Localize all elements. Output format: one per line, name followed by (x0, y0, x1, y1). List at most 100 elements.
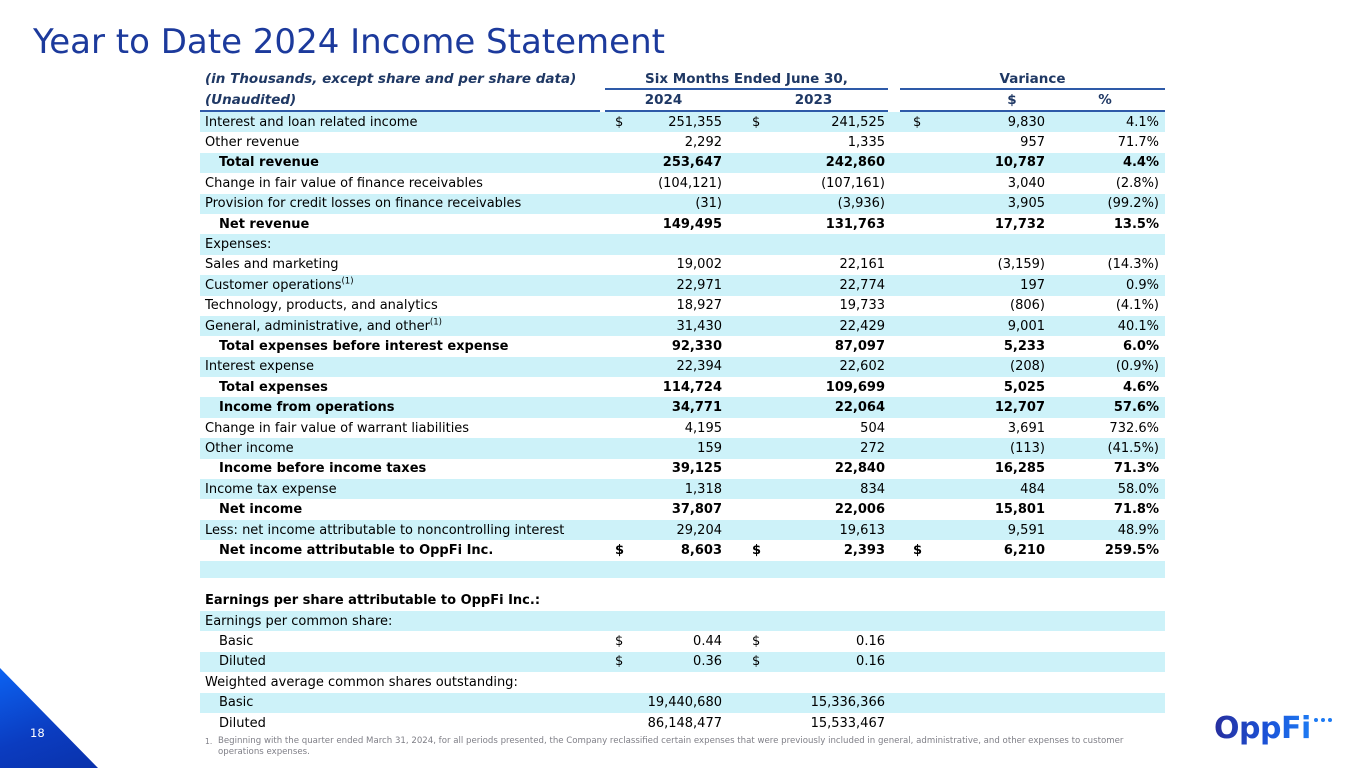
value-variance-dollar: (3,159) (997, 257, 1045, 273)
value-variance-percent: 48.9% (1117, 522, 1159, 538)
value-variance-percent: 4.1% (1125, 114, 1159, 130)
footnote-reference: (1) (341, 276, 354, 287)
oppfi-logo-dots-icon (1313, 718, 1332, 722)
footnote-marker: 1. (205, 737, 213, 746)
value-variance-percent: 58.0% (1117, 481, 1159, 497)
value-2024: 19,002 (676, 257, 723, 273)
value-2024: 22,971 (676, 277, 723, 293)
value-variance-dollar: 3,691 (1007, 420, 1045, 436)
row-label: Less: net income attributable to noncont… (205, 522, 565, 538)
table-row: Provision for credit losses on finance r… (200, 193, 1165, 214)
dollar-sign-variance: $ (913, 542, 923, 558)
corner-triangle (0, 668, 98, 768)
row-label: Change in fair value of finance receivab… (205, 175, 483, 191)
value-2023: 15,336,366 (810, 695, 885, 711)
value-variance-dollar: 16,285 (994, 461, 1045, 477)
value-2023: 241,525 (831, 114, 885, 130)
footnote: 1. Beginning with the quarter ended Marc… (205, 736, 1150, 759)
row-label: Interest and loan related income (205, 114, 418, 130)
table-row: Total revenue 253,647 242,860 10,787 4.4% (200, 152, 1165, 174)
value-2024: 39,125 (671, 461, 722, 477)
table-row (200, 578, 1165, 591)
page-number: 18 (30, 726, 45, 740)
column-header-2023: 2023 (794, 92, 833, 108)
table-row: Change in fair value of finance receivab… (200, 173, 1165, 193)
dollar-sign-2023: $ (752, 114, 761, 130)
column-header-variance-percent: % (1098, 92, 1112, 108)
row-label: Net income (219, 502, 303, 518)
value-variance-percent: 0.9% (1125, 277, 1159, 293)
table-row: Earnings per share attributable to OppFi… (200, 591, 1165, 611)
footnote-reference: (1) (429, 317, 442, 328)
value-2023: 834 (860, 481, 885, 497)
column-group-period: Six Months Ended June 30, (645, 71, 848, 87)
table-row: Total expenses before interest expense 92… (200, 336, 1165, 356)
table-body: Interest and loan related income $251,355… (200, 112, 1165, 733)
column-header-variance-dollar: $ (1007, 92, 1017, 108)
value-2023: 109,699 (825, 379, 885, 395)
value-2024: 159 (697, 440, 722, 456)
value-2023: 272 (860, 440, 885, 456)
value-2023: 22,429 (839, 318, 886, 334)
table-row: Income from operations 34,771 22,064 12,707… (200, 397, 1165, 418)
row-label: Earnings per share attributable to OppFi… (205, 593, 541, 609)
value-variance-dollar: 5,025 (1003, 379, 1045, 395)
value-2024: 253,647 (662, 155, 722, 171)
table-row: Basic $0.44 $0.16 (200, 631, 1165, 651)
value-2024: 31,430 (676, 318, 723, 334)
value-2023: 19,613 (839, 522, 886, 538)
value-variance-percent: (2.8%) (1115, 175, 1159, 191)
row-label: Customer operations(1) (205, 276, 354, 293)
table-row: Customer operations(1) 22,971 22,774 197 0.9… (200, 275, 1165, 296)
value-2023: 22,064 (834, 400, 885, 416)
income-statement-table: (in Thousands, except share and per shar… (200, 68, 1165, 733)
value-2023: 22,161 (839, 257, 886, 273)
value-variance-dollar: 12,707 (994, 400, 1045, 416)
column-header-2024: 2024 (644, 92, 683, 108)
dollar-sign-2023: $ (752, 654, 761, 670)
value-2023: 22,774 (839, 277, 886, 293)
value-2023: (107,161) (821, 175, 885, 191)
table-header: (in Thousands, except share and per shar… (200, 68, 1165, 112)
table-row: Net revenue 149,495 131,763 17,732 13.5% (200, 214, 1165, 234)
table-row: Change in fair value of warrant liabilit… (200, 418, 1165, 438)
value-2023: 242,860 (825, 155, 885, 171)
value-2024: 2,292 (684, 135, 722, 151)
table-row: Total expenses 114,724 109,699 5,025 4.6% (200, 377, 1165, 397)
row-label: Basic (219, 695, 254, 711)
row-label: Basic (219, 634, 254, 650)
value-variance-percent: 57.6% (1113, 400, 1159, 416)
table-row: Earnings per common share: (200, 610, 1165, 632)
value-2024: 22,394 (676, 359, 723, 375)
row-label: Sales and marketing (205, 257, 339, 273)
value-2023: 131,763 (825, 216, 885, 232)
value-variance-percent: (0.9%) (1115, 359, 1159, 375)
value-variance-dollar: 9,591 (1007, 522, 1045, 538)
value-2023: 22,006 (834, 502, 885, 518)
row-label: Change in fair value of warrant liabilit… (205, 420, 470, 436)
row-label: Diluted (219, 654, 266, 670)
value-variance-percent: (41.5%) (1107, 440, 1159, 456)
value-variance-dollar: (113) (1010, 440, 1045, 456)
value-2024: 19,440,680 (647, 695, 722, 711)
value-variance-percent: 71.8% (1113, 502, 1159, 518)
row-label: Net revenue (219, 216, 310, 232)
value-variance-percent: 4.6% (1122, 379, 1159, 395)
value-2024: 0.36 (693, 654, 722, 670)
table-row: Interest and loan related income $251,355… (200, 112, 1165, 133)
table-row: Less: net income attributable to noncont… (200, 519, 1165, 541)
row-label: Diluted (219, 715, 266, 731)
row-label: Total expenses before interest expense (219, 338, 509, 354)
value-2023: 0.16 (856, 634, 885, 650)
footnote-text: Beginning with the quarter ended March 3… (218, 736, 1124, 758)
value-variance-percent: (99.2%) (1107, 196, 1159, 212)
value-2024: 149,495 (662, 216, 722, 232)
value-2024: 37,807 (671, 502, 722, 518)
value-2024: 34,771 (671, 400, 722, 416)
row-label: Weighted average common shares outstandi… (205, 674, 518, 690)
value-variance-percent: (4.1%) (1115, 298, 1159, 314)
row-label: Other revenue (205, 135, 300, 151)
row-label: Net income attributable to OppFi Inc. (219, 542, 494, 558)
table-row: Sales and marketing 19,002 22,161 (3,159) (1… (200, 255, 1165, 275)
